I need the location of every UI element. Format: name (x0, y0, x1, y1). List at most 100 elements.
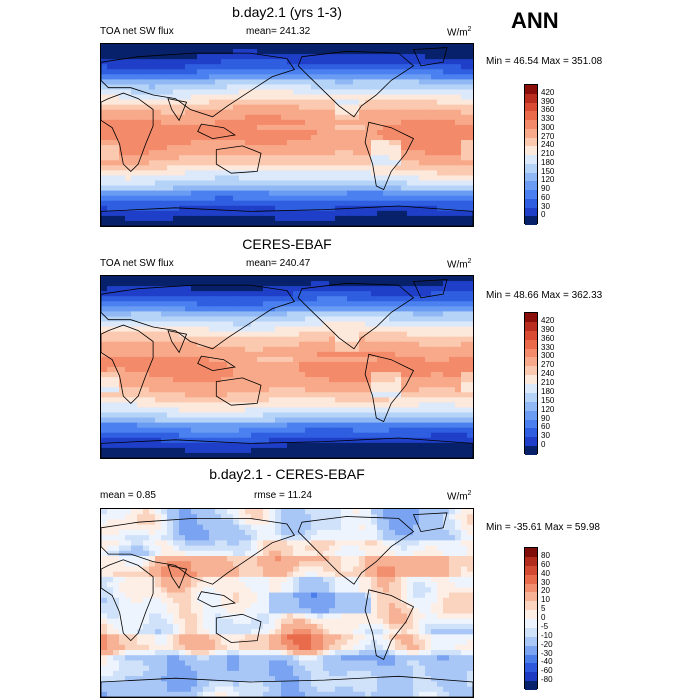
field-cell (197, 220, 204, 226)
field-cell (329, 74, 336, 80)
field-cell (347, 306, 354, 312)
field-cell (107, 109, 114, 116)
field-cell (305, 321, 312, 328)
field-cell (275, 301, 282, 307)
field-cell (281, 422, 288, 429)
field-cell (239, 351, 246, 358)
field-cell (251, 529, 258, 536)
field-cell (329, 215, 336, 222)
field-cell (245, 316, 252, 323)
field-cell (245, 372, 252, 378)
field-cell (347, 311, 354, 318)
field-cell (137, 422, 144, 429)
field-cell (137, 341, 144, 348)
field-cell (371, 94, 378, 101)
field-cell (269, 84, 276, 91)
field-cell (197, 387, 204, 393)
field-cell (359, 306, 366, 312)
field-cell (287, 417, 294, 424)
field-cell (239, 356, 246, 363)
field-cell (353, 529, 360, 536)
field-cell (113, 422, 120, 429)
field-cell (155, 351, 162, 358)
field-cell (461, 205, 468, 212)
field-cell (119, 129, 126, 136)
field-cell (227, 74, 234, 80)
field-cell (389, 114, 396, 121)
field-cell (455, 44, 462, 50)
field-cell (143, 119, 150, 126)
field-cell (125, 432, 132, 439)
field-cell (263, 54, 270, 60)
field-cell (209, 306, 216, 312)
field-cell (377, 74, 384, 80)
field-cell (161, 180, 168, 187)
field-cell (293, 387, 300, 393)
field-cell (185, 356, 192, 363)
field-cell (215, 321, 222, 328)
field-cell (323, 94, 330, 101)
field-cell (155, 220, 162, 226)
field-cell (419, 170, 426, 177)
field-cell (155, 540, 162, 547)
field-cell (293, 94, 300, 101)
field-cell (461, 59, 468, 65)
field-cell (353, 286, 360, 292)
field-cell (251, 387, 258, 393)
field-cell (449, 296, 456, 302)
field-cell (467, 185, 473, 192)
field-cell (179, 79, 186, 86)
field-cell (275, 442, 282, 449)
field-cell (383, 346, 390, 353)
field-cell (293, 321, 300, 328)
field-cell (245, 291, 252, 297)
field-cell (275, 341, 282, 348)
field-cell (137, 311, 144, 318)
field-cell (455, 286, 462, 292)
field-cell (257, 69, 264, 75)
field-cell (323, 109, 330, 116)
field-cell (347, 377, 354, 383)
field-cell (113, 84, 120, 91)
field-cell (287, 529, 294, 536)
field-cell (455, 540, 462, 547)
field-cell (215, 407, 222, 414)
field-cell (191, 432, 198, 439)
field-cell (161, 210, 168, 217)
field-cell (137, 140, 144, 146)
field-cell (281, 447, 288, 454)
field-cell (161, 341, 168, 348)
field-cell (203, 356, 210, 363)
field-cell (341, 165, 348, 171)
panel2-map-svg (101, 276, 473, 458)
field-cell (335, 407, 342, 414)
field-cell (353, 170, 360, 177)
field-cell (125, 109, 132, 116)
field-cell (449, 155, 456, 161)
field-cell (407, 377, 414, 383)
field-cell (293, 220, 300, 226)
field-cell (341, 59, 348, 65)
field-cell (101, 205, 108, 212)
field-cell (155, 74, 162, 80)
field-cell (191, 74, 198, 80)
field-cell (191, 331, 198, 338)
field-cell (365, 195, 372, 202)
field-cell (131, 351, 138, 358)
field-cell (461, 382, 468, 388)
field-cell (383, 301, 390, 307)
field-cell (455, 331, 462, 338)
field-cell (287, 397, 294, 403)
field-cell (257, 296, 264, 302)
field-cell (269, 109, 276, 116)
field-cell (107, 124, 114, 131)
field-cell (263, 281, 270, 287)
field-cell (461, 124, 468, 131)
field-cell (173, 356, 180, 363)
field-cell (437, 215, 444, 222)
field-cell (443, 185, 450, 192)
field-cell (371, 301, 378, 307)
field-cell (299, 427, 306, 434)
field-cell (305, 210, 312, 217)
field-cell (143, 540, 150, 547)
